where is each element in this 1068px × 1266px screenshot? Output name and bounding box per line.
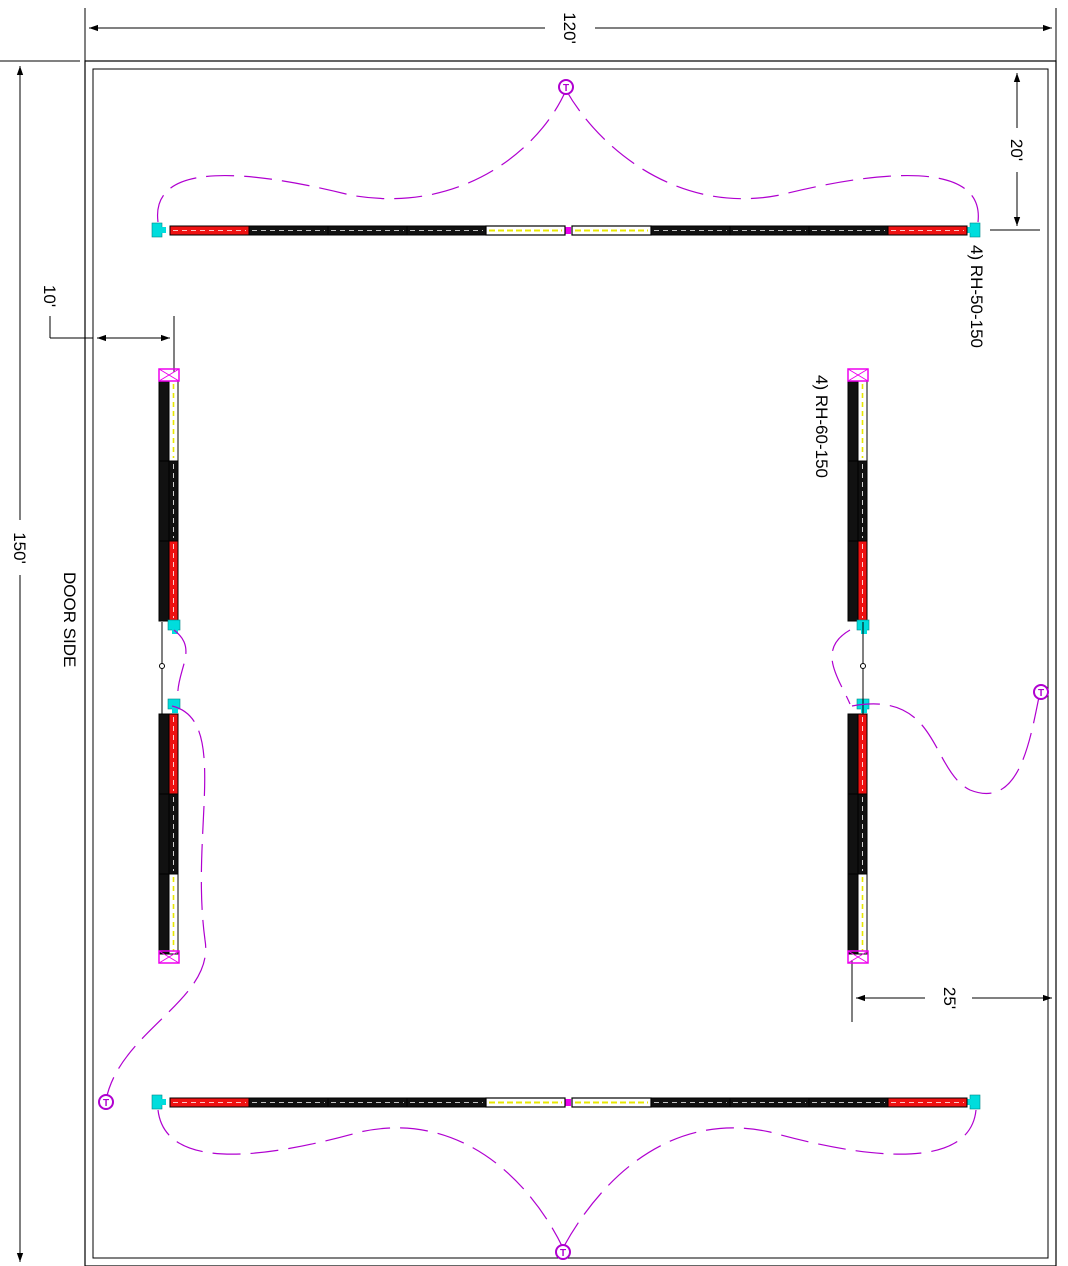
wire-top-left [157, 89, 567, 223]
heater-panel [406, 225, 487, 236]
heater-run-left-lower [158, 698, 181, 964]
dimension-top-offset: 20' [990, 68, 1040, 231]
end-cap [847, 368, 869, 382]
heater-panel [158, 793, 179, 875]
wire-bottom-right [562, 1109, 977, 1249]
thermostat-door-icon: T [98, 1094, 114, 1110]
thermostat-glyph: T [563, 83, 569, 94]
heater-panel [158, 460, 179, 542]
dimension-left-offset-label: 10' [40, 285, 59, 307]
heater-run-top [151, 222, 981, 238]
heater-panel [847, 460, 868, 542]
junction-box-left [151, 1094, 166, 1110]
heater-panel [847, 540, 868, 622]
thermostats: T T T T [98, 79, 1049, 1260]
dimension-width: 120' [84, 8, 1057, 61]
heater-panel [729, 1097, 810, 1108]
thermostat-wiring [105, 89, 1041, 1249]
wire-left-door [105, 705, 207, 1101]
heater-panel [158, 540, 179, 622]
right-run-connector-node [860, 663, 866, 669]
dimension-right-offset-label: 25' [940, 987, 959, 1009]
heater-panel [729, 225, 810, 236]
heater-panel [158, 713, 179, 795]
heater-panel [808, 1097, 889, 1108]
wire-top-right [565, 89, 979, 223]
heater-panel [887, 1097, 968, 1108]
building-inner-wall [92, 68, 1049, 1259]
heater-panel [808, 225, 889, 236]
door-side-label: DOOR SIDE [60, 572, 79, 667]
thermostat-bottom-icon: T [555, 1244, 571, 1260]
dimension-right-offset: 25' [851, 960, 1052, 1022]
heater-panel [650, 1097, 731, 1108]
thermostat-glyph: T [103, 1098, 109, 1109]
end-cap [847, 950, 869, 964]
left-run-connector-node [159, 663, 165, 669]
junction-box-right [966, 1094, 981, 1110]
junction-box [167, 619, 181, 634]
heater-run-bottom [151, 1094, 981, 1110]
heater-panel [847, 873, 868, 955]
heater-panel [248, 225, 329, 236]
dimension-height-label: 150' [10, 532, 29, 564]
heater-panel [847, 793, 868, 875]
wire-bottom-left [157, 1109, 564, 1249]
heater-panel [248, 1097, 329, 1108]
heater-panel [485, 225, 566, 236]
heater-panel [847, 380, 868, 462]
heater-panel [158, 873, 179, 955]
heater-panel [571, 225, 652, 236]
thermostat-glyph: T [560, 1248, 566, 1259]
heater-panel [571, 1097, 652, 1108]
dimension-left-offset: 10' [40, 285, 175, 372]
top-run-label: 4) RH-50-150 [967, 245, 986, 348]
junction-box-right [966, 222, 981, 238]
dimension-height: 150' [0, 60, 80, 1262]
thermostat-top-icon: T [558, 79, 574, 95]
wire-left-link [173, 629, 187, 701]
wire-right-thermo [851, 691, 1041, 794]
end-cap [158, 950, 180, 964]
heater-run-right-upper [847, 368, 870, 634]
junction-box [167, 698, 181, 713]
heater-panel [847, 713, 868, 795]
heater-panel [169, 1097, 250, 1108]
heater-panel [485, 1097, 566, 1108]
heater-panel [327, 225, 408, 236]
right-run-label: 4) RH-60-150 [812, 375, 831, 478]
heater-panel [327, 1097, 408, 1108]
junction-box-left [151, 222, 166, 238]
heater-panel [650, 225, 731, 236]
heater-panel [887, 225, 968, 236]
heater-panel [169, 225, 250, 236]
heater-run-right-lower [847, 698, 870, 964]
dimension-top-offset-label: 20' [1007, 139, 1026, 161]
center-cap [565, 1099, 571, 1106]
wire-right-link [831, 629, 851, 705]
heater-panel [406, 1097, 487, 1108]
thermostat-glyph: T [1038, 688, 1044, 699]
thermostat-right-icon: T [1033, 684, 1049, 700]
center-cap [565, 227, 571, 234]
building-outer-wall [84, 60, 1057, 1266]
dimension-width-label: 120' [560, 12, 579, 44]
end-cap [158, 368, 180, 382]
heater-panel [158, 380, 179, 462]
heater-run-left-upper [158, 368, 181, 634]
